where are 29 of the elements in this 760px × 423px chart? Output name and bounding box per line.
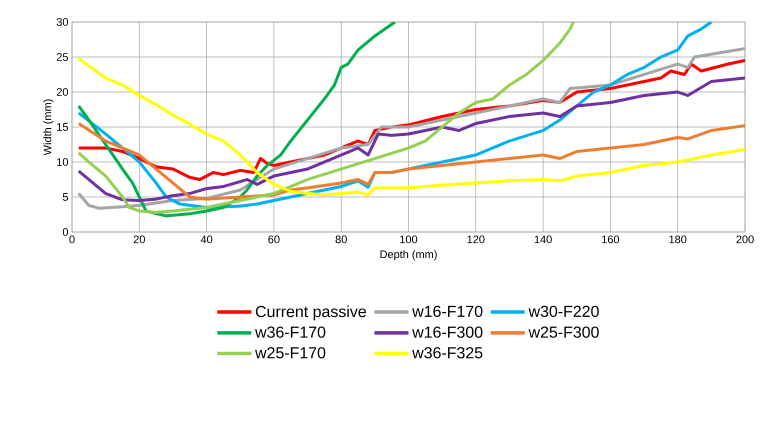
legend-label: w16-F170 (412, 306, 482, 317)
x-tick-label: 100 (400, 236, 418, 244)
y-tick-label: 10 (57, 158, 68, 166)
legend-label: w30-F220 (528, 306, 599, 317)
y-tick-label: 20 (56, 88, 68, 96)
y-axis-title: Width (mm) (43, 99, 54, 156)
x-tick-label: 20 (134, 236, 145, 244)
y-tick-label: 25 (56, 53, 68, 61)
x-tick-label: 160 (602, 236, 620, 244)
x-tick-label: 40 (200, 236, 212, 244)
x-tick-label: 180 (669, 236, 686, 244)
x-tick-label: 140 (534, 236, 552, 244)
legend-label: Current passive (256, 305, 366, 320)
x-axis-title: Depth (mm) (380, 250, 437, 260)
legend-label: w25-F300 (528, 326, 599, 338)
y-tick-label: 0 (62, 228, 68, 236)
x-tick-label: 200 (736, 236, 754, 244)
x-tick-label: 80 (336, 236, 347, 244)
y-tick-label: 15 (57, 123, 68, 131)
legend-label: w36-F170 (255, 326, 326, 338)
legend-label: w16-F300 (412, 326, 482, 338)
y-tick-label: 30 (56, 18, 68, 26)
x-tick-label: 0 (69, 236, 75, 244)
legend-label: w36-F325 (412, 347, 482, 358)
y-tick-label: 5 (62, 193, 68, 201)
x-tick-label: 60 (268, 236, 280, 244)
line-series (77, 22, 575, 214)
legend-label: w25-F170 (255, 347, 326, 358)
x-tick-label: 120 (467, 236, 485, 244)
